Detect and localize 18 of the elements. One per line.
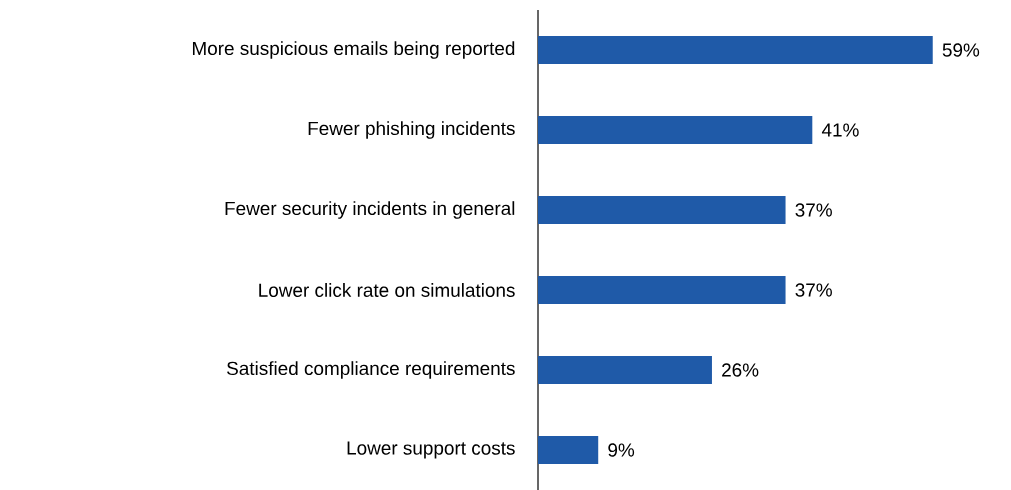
bar — [538, 276, 786, 304]
bar — [538, 36, 933, 64]
bar — [538, 356, 712, 385]
data-label: 59% — [942, 43, 980, 57]
y-tick-label: Fewer security incidents in general — [225, 201, 515, 219]
y-tick-label: Satisfied compliance requirements — [227, 361, 515, 379]
bar — [538, 436, 599, 465]
bar — [538, 116, 813, 144]
y-tick-label: More suspicious emails being reported — [192, 41, 515, 59]
y-tick-label: Fewer phishing incidents — [308, 121, 515, 139]
data-label: 41% — [821, 123, 859, 137]
bar — [538, 196, 786, 224]
y-tick-label: Lower support costs — [347, 441, 515, 459]
data-label: 37% — [795, 283, 832, 297]
y-tick-label: Lower click rate on simulations — [259, 283, 515, 297]
data-label: 9% — [608, 443, 635, 457]
data-label: 37% — [795, 203, 832, 217]
data-label: 26% — [722, 363, 759, 377]
